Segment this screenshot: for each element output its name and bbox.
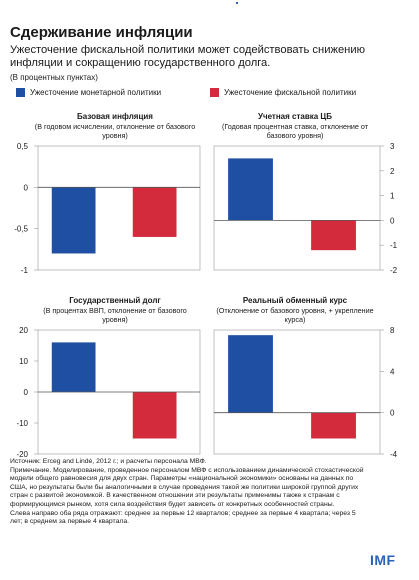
- bar-monetary: [51, 342, 96, 392]
- chart-subtitle: (Годовая процентная ставка, отклонение о…: [221, 122, 369, 140]
- y-tick-label: 0: [390, 409, 395, 418]
- chart-subtitle: (Отклонение от базового уровня, + укрепл…: [216, 306, 374, 324]
- y-tick-label: -20: [16, 450, 28, 459]
- y-tick-label: 10: [19, 357, 28, 366]
- chart-panel-inflation: Базовая инфляция (В годовом исчислении, …: [0, 112, 205, 287]
- y-tick-label: 0: [24, 388, 29, 397]
- y-tick-label: 0: [390, 216, 395, 225]
- plot-frame: [213, 145, 381, 271]
- chart-svg-policy-rate: 3 2 1 0 -1 -2: [213, 142, 398, 275]
- bar-monetary: [228, 158, 273, 221]
- legend-item-fiscal: Ужесточение фискальной политики: [210, 88, 356, 97]
- y-tick-label: 2: [390, 167, 395, 176]
- chart-panel-public-debt: Государственный долг (В процентах ВВП, о…: [0, 296, 205, 471]
- page-title: Сдерживание инфляции: [10, 24, 193, 41]
- legend-swatch-monetary: [16, 88, 25, 97]
- y-tick-label: 20: [19, 326, 28, 335]
- y-tick-label: -10: [16, 419, 28, 428]
- chart-title: Базовая инфляция: [77, 112, 153, 121]
- imf-logo: IMF: [370, 552, 396, 568]
- chart-svg-exchange-rate: 8 4 0 -4: [213, 326, 398, 459]
- y-tick-label: 3: [390, 142, 395, 151]
- plot-frame: [213, 329, 381, 455]
- chart-panel-exchange-rate: Реальный обменный курс (Отклонение от ба…: [210, 296, 415, 471]
- bar-monetary: [51, 187, 96, 254]
- bar-fiscal: [311, 220, 356, 251]
- methodology-note: Примечание. Моделирование, проведенное п…: [10, 466, 364, 508]
- y-tick-label: -4: [390, 450, 398, 459]
- page-subtitle: Ужесточение фискальной политики может со…: [10, 44, 365, 69]
- y-tick-label: -0,5: [14, 225, 28, 234]
- units-note: (В процентных пунктах): [10, 73, 98, 82]
- y-tick-label: -1: [390, 241, 398, 250]
- plot-frame: [37, 145, 201, 271]
- y-tick-label: 4: [390, 367, 395, 376]
- y-tick-label: 8: [390, 326, 395, 335]
- chart-svg-inflation: 0,5 0 -0,5 -1: [14, 142, 201, 275]
- chart-title: Реальный обменный курс: [242, 296, 348, 305]
- y-tick-label: 1: [390, 192, 395, 201]
- chart-panel-policy-rate: Учетная ставка ЦБ (Годовая процентная ст…: [210, 112, 415, 287]
- y-tick-label: 0,5: [17, 142, 29, 151]
- legend-swatch-fiscal: [210, 88, 219, 97]
- top-marker: [236, 2, 238, 4]
- order-note: Слева направо оба ряда отражают: среднее…: [10, 509, 356, 526]
- chart-title: Государственный долг: [69, 296, 161, 305]
- legend-label-monetary: Ужесточение монетарной политики: [30, 88, 162, 97]
- bar-fiscal: [311, 412, 356, 439]
- y-tick-label: -1: [21, 266, 29, 275]
- bar-fiscal: [132, 187, 177, 237]
- chart-subtitle: (В процентах ВВП, отклонение от базового…: [43, 306, 187, 324]
- chart-title: Учетная ставка ЦБ: [257, 112, 333, 121]
- source-note: Источник: Erceg and Lindé, 2012 г.; и ра…: [10, 458, 207, 465]
- chart-svg-public-debt: 20 10 0 -10 -20: [16, 326, 201, 459]
- legend-item-monetary: Ужесточение монетарной политики: [16, 88, 161, 97]
- bar-fiscal: [132, 392, 177, 439]
- chart-subtitle: (В годовом исчислении, отклонение от баз…: [34, 122, 196, 140]
- y-tick-label: -2: [390, 266, 398, 275]
- bar-monetary: [228, 335, 273, 413]
- notes-block: Источник: Erceg and Lindé, 2012 г.; и ра…: [10, 458, 370, 527]
- y-tick-label: 0: [24, 183, 29, 192]
- legend-label-fiscal: Ужесточение фискальной политики: [224, 88, 357, 97]
